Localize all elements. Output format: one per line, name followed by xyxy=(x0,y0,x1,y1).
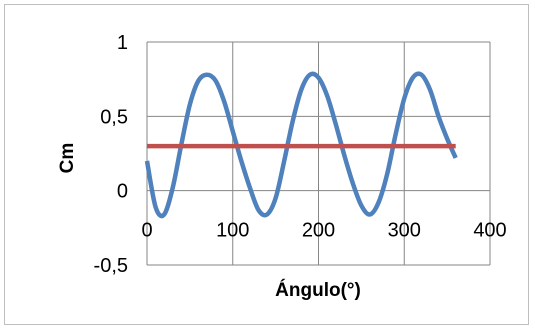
x-tick-label: 400 xyxy=(473,220,506,242)
tick-labels: 0 100 200 300 400 1 0,5 0 -0,5 xyxy=(94,32,507,277)
chart-area xyxy=(4,4,529,325)
x-axis-title: Ángulo(°) xyxy=(275,279,361,301)
series-line-1 xyxy=(144,71,458,219)
y-tick-label: -0,5 xyxy=(94,255,128,277)
series-layer xyxy=(144,71,458,219)
gridlines xyxy=(146,41,491,266)
y-tick-label: 0,5 xyxy=(100,106,128,128)
x-tick-label: 300 xyxy=(388,220,421,242)
y-axis-title: Cm xyxy=(57,143,78,174)
x-tick-label: 100 xyxy=(216,220,249,242)
y-tick-label: 1 xyxy=(117,32,128,54)
y-tick-label: 0 xyxy=(117,181,128,203)
x-tick-label: 0 xyxy=(141,220,152,242)
x-tick-label: 200 xyxy=(302,220,335,242)
